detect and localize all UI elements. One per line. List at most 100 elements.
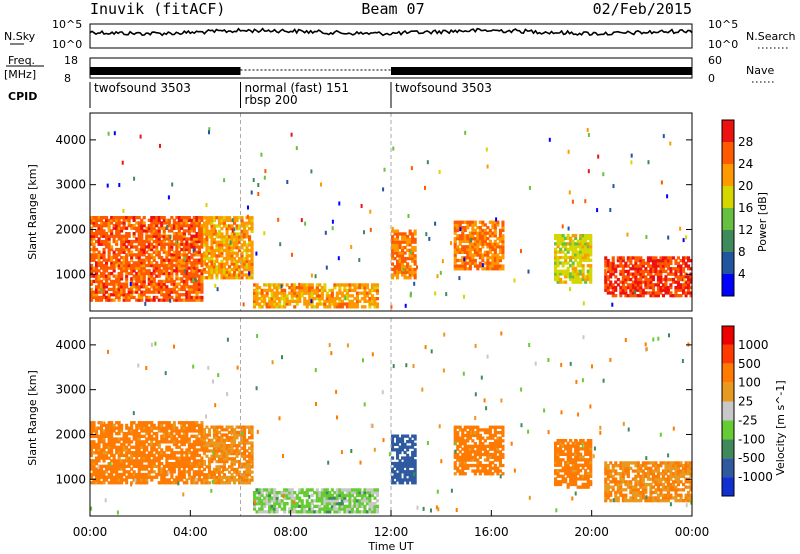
data-cell bbox=[225, 254, 229, 258]
data-cell bbox=[579, 242, 583, 246]
data-cell bbox=[115, 481, 119, 485]
data-cell bbox=[300, 291, 304, 295]
data-cell bbox=[117, 216, 121, 220]
nave-label: Nave bbox=[746, 64, 774, 77]
data-cell bbox=[177, 421, 181, 425]
data-cell bbox=[300, 507, 304, 511]
data-cell bbox=[609, 283, 613, 287]
data-cell bbox=[581, 269, 585, 273]
data-cell bbox=[584, 247, 588, 251]
data-cell bbox=[471, 447, 475, 451]
data-cell bbox=[401, 265, 405, 269]
data-cell bbox=[225, 216, 229, 220]
data-cell bbox=[255, 288, 259, 293]
data-cell bbox=[220, 457, 224, 461]
data-cell bbox=[456, 237, 460, 241]
data-cell bbox=[127, 247, 131, 252]
data-cell bbox=[370, 294, 374, 298]
data-cell bbox=[569, 469, 573, 473]
data-cell bbox=[501, 237, 505, 241]
data-cell bbox=[117, 263, 121, 268]
data-cell bbox=[127, 464, 131, 468]
data-cell bbox=[280, 507, 284, 511]
data-cell bbox=[117, 440, 121, 444]
data-cell bbox=[245, 248, 249, 253]
data-cell bbox=[310, 488, 314, 492]
data-cell bbox=[566, 255, 570, 260]
data-cell bbox=[200, 478, 204, 482]
data-cell bbox=[110, 432, 114, 436]
data-cell bbox=[217, 449, 221, 453]
data-cell bbox=[468, 450, 472, 454]
data-cell bbox=[182, 459, 186, 463]
data-cell bbox=[195, 287, 199, 292]
data-cell bbox=[222, 270, 226, 274]
data-cell bbox=[162, 263, 166, 268]
data-cell bbox=[406, 235, 410, 239]
data-cell bbox=[190, 451, 194, 455]
data-cell bbox=[656, 275, 660, 279]
data-cell bbox=[215, 444, 219, 448]
data-cell bbox=[202, 462, 206, 466]
data-cell bbox=[160, 261, 164, 265]
data-cell bbox=[115, 478, 119, 482]
data-cell bbox=[285, 502, 289, 506]
data-cell bbox=[609, 267, 613, 271]
data-cell bbox=[273, 302, 277, 306]
data-cell bbox=[461, 466, 465, 470]
data-cell bbox=[135, 279, 139, 284]
data-cell bbox=[453, 267, 457, 271]
data-cell bbox=[646, 291, 650, 295]
data-cell bbox=[137, 421, 141, 425]
data-cell bbox=[468, 428, 472, 432]
data-cell bbox=[373, 305, 377, 309]
data-cell bbox=[355, 283, 359, 287]
data-cell bbox=[220, 216, 224, 220]
data-cell bbox=[413, 259, 417, 263]
data-speck bbox=[426, 160, 429, 165]
data-cell bbox=[355, 499, 359, 503]
data-cell bbox=[200, 290, 204, 294]
data-cell bbox=[115, 290, 119, 294]
data-cell bbox=[576, 452, 580, 456]
data-cell bbox=[483, 472, 487, 476]
data-cell bbox=[100, 429, 104, 433]
data-cell bbox=[205, 224, 209, 228]
data-cell bbox=[373, 283, 377, 287]
data-cell bbox=[408, 267, 412, 272]
data-cell bbox=[661, 277, 665, 282]
data-cell bbox=[205, 478, 209, 482]
data-cell bbox=[192, 271, 196, 276]
data-cell bbox=[102, 295, 106, 300]
data-cell bbox=[205, 221, 209, 225]
data-cell bbox=[215, 451, 219, 456]
data-cell bbox=[644, 277, 648, 282]
data-cell bbox=[398, 472, 402, 477]
data-cell bbox=[205, 251, 209, 255]
data-cell bbox=[574, 253, 578, 257]
data-cell bbox=[496, 261, 500, 265]
data-cell bbox=[280, 294, 284, 298]
data-cell bbox=[298, 286, 302, 290]
data-cell bbox=[182, 266, 186, 270]
data-cell bbox=[298, 288, 302, 293]
data-cell bbox=[687, 288, 691, 292]
data-cell bbox=[105, 221, 109, 225]
data-cell bbox=[634, 280, 638, 284]
data-cell bbox=[95, 261, 99, 265]
data-cell bbox=[483, 444, 487, 448]
data-cell bbox=[147, 475, 151, 479]
data-cell bbox=[157, 423, 161, 428]
data-cell bbox=[192, 237, 196, 241]
data-cell bbox=[561, 477, 565, 481]
data-cell bbox=[649, 259, 653, 263]
data-cell bbox=[182, 432, 186, 436]
data-cell bbox=[674, 267, 678, 271]
data-cell bbox=[345, 297, 349, 301]
data-cell bbox=[187, 250, 191, 254]
data-cell bbox=[110, 247, 114, 252]
data-cell bbox=[250, 428, 254, 432]
data-cell bbox=[120, 448, 124, 452]
data-cell bbox=[473, 469, 477, 473]
data-cell bbox=[238, 237, 242, 242]
